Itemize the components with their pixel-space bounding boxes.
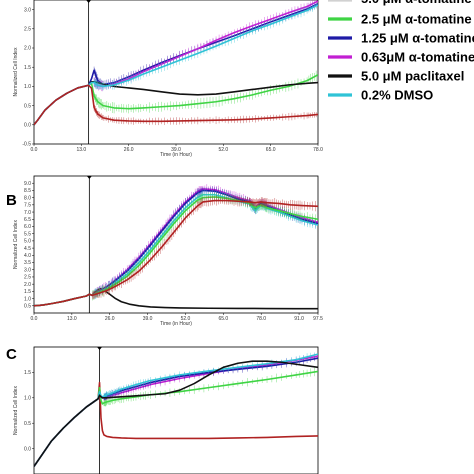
series-line: [34, 360, 318, 467]
y-tick-label: 2.0: [24, 46, 31, 52]
panel-b-chart: 0.51.01.52.02.53.03.54.04.55.05.56.06.57…: [6, 175, 323, 327]
x-tick-label: 52.0: [181, 316, 191, 322]
y-tick-label: 4.5: [24, 246, 31, 252]
x-axis-title: Time (in Hour): [160, 152, 192, 158]
y-tick-label: 3.5: [24, 260, 31, 266]
x-tick-label: 26.0: [105, 316, 115, 322]
legend-entry-label: 2.5 μM α-tomatine: [361, 12, 472, 27]
legend-entry-label: 1.25 μM α-tomatine: [361, 31, 474, 46]
y-tick-label: 2.5: [24, 27, 31, 33]
y-tick-label: 0.5: [24, 103, 31, 109]
x-tick-label: 39.0: [143, 316, 153, 322]
panel-c-chart: 0.0 0.5 1.0 1.5 Normalized Cell Index C: [6, 346, 319, 474]
series-line: [34, 353, 318, 467]
y-tick-label: 7.5: [24, 203, 31, 209]
y-tick-label: 1.0: [24, 296, 31, 302]
y-tick-label: 1.0: [24, 84, 31, 90]
y-tick-label: 1.5: [24, 65, 31, 71]
plot-area: [34, 352, 318, 467]
y-tick-label: 2.5: [24, 275, 31, 281]
y-tick-label: 1.5: [24, 289, 31, 295]
y-tick-label: -0.5: [22, 142, 31, 148]
legend-entry-label: 0.63μM α-tomatine: [361, 50, 474, 65]
y-tick-label: 0.0: [24, 123, 31, 129]
plot-area: [34, 0, 318, 126]
y-tick-label: 3.0: [24, 267, 31, 273]
x-axis-title: Time (in Hour): [160, 321, 192, 327]
panel-label: B: [6, 192, 17, 209]
x-tick-label: 65.0: [218, 316, 228, 322]
y-tick-label: 7.0: [24, 210, 31, 216]
x-tick-label: 65.0: [266, 147, 276, 153]
plot-frame: [33, 175, 319, 314]
y-tick-label: 0.5: [24, 421, 31, 427]
x-tick-label: 0.0: [31, 316, 38, 322]
panel-a-chart: -0.50.00.51.01.52.02.53.00.0 13.0 26.0 39.0…: [13, 0, 323, 158]
y-tick-label: 6.0: [24, 224, 31, 230]
series-error-bars: [93, 104, 317, 126]
y-tick-label: 8.0: [24, 195, 31, 201]
panel-label: C: [6, 346, 17, 363]
y-tick-label: 8.5: [24, 188, 31, 194]
treatment-marker-arrow: [86, 0, 92, 3]
x-tick-label: 13.0: [67, 316, 77, 322]
series-error-bars: [92, 192, 316, 301]
y-tick-label: 1.5: [24, 370, 31, 376]
x-tick-label: 52.0: [218, 147, 228, 153]
plot-area: [34, 184, 318, 310]
y-axis-title: Normalized Cell Index: [13, 47, 19, 96]
legend-entry-label: 5.0 μM paclitaxel: [361, 69, 464, 84]
series-line: [34, 4, 318, 126]
series-error-bars: [103, 352, 315, 400]
y-tick-label: 5.0: [24, 239, 31, 245]
legend: 5.0 μM α-tomatine 2.5 μM α-tomatine 1.25 μ…: [328, 0, 474, 103]
series-line: [34, 355, 318, 467]
treatment-marker-arrow: [97, 347, 103, 350]
x-tick-label: 0.0: [31, 147, 38, 153]
y-tick-label: 1.0: [24, 396, 31, 402]
series-error-bars: [92, 189, 316, 300]
y-tick-label: 6.5: [24, 217, 31, 223]
series-line: [34, 381, 318, 467]
series-line: [34, 357, 318, 467]
x-tick-label: 26.0: [124, 147, 134, 153]
series-line: [34, 199, 318, 307]
treatment-marker-arrow: [86, 176, 92, 179]
x-tick-label: 13.0: [76, 147, 86, 153]
y-tick-label: 4.0: [24, 253, 31, 259]
y-axis-title: Normalized Cell Index: [13, 220, 19, 269]
y-tick-label: 0.0: [24, 446, 31, 452]
legend-entry-label: 5.0 μM α-tomatine: [361, 0, 472, 6]
y-tick-label: 5.5: [24, 231, 31, 237]
legend-entry-label: 0.2% DMSO: [361, 88, 433, 103]
plot-frame: [33, 346, 319, 474]
series-line: [34, 84, 318, 126]
x-tick-label: 78.0: [313, 147, 323, 153]
series-line: [34, 370, 318, 467]
x-tick-label: 91.0: [294, 316, 304, 322]
series-line: [34, 188, 318, 307]
x-tick-label: 39.0: [171, 147, 181, 153]
x-tick-label: 78.0: [256, 316, 266, 322]
x-tick-label: 97.5: [313, 316, 323, 322]
y-tick-label: 3.0: [24, 7, 31, 13]
y-axis-title: Normalized Cell Index: [13, 386, 19, 435]
y-tick-label: 2.0: [24, 282, 31, 288]
y-tick-label: 9.0: [24, 181, 31, 187]
y-tick-label: 0.5: [24, 303, 31, 309]
